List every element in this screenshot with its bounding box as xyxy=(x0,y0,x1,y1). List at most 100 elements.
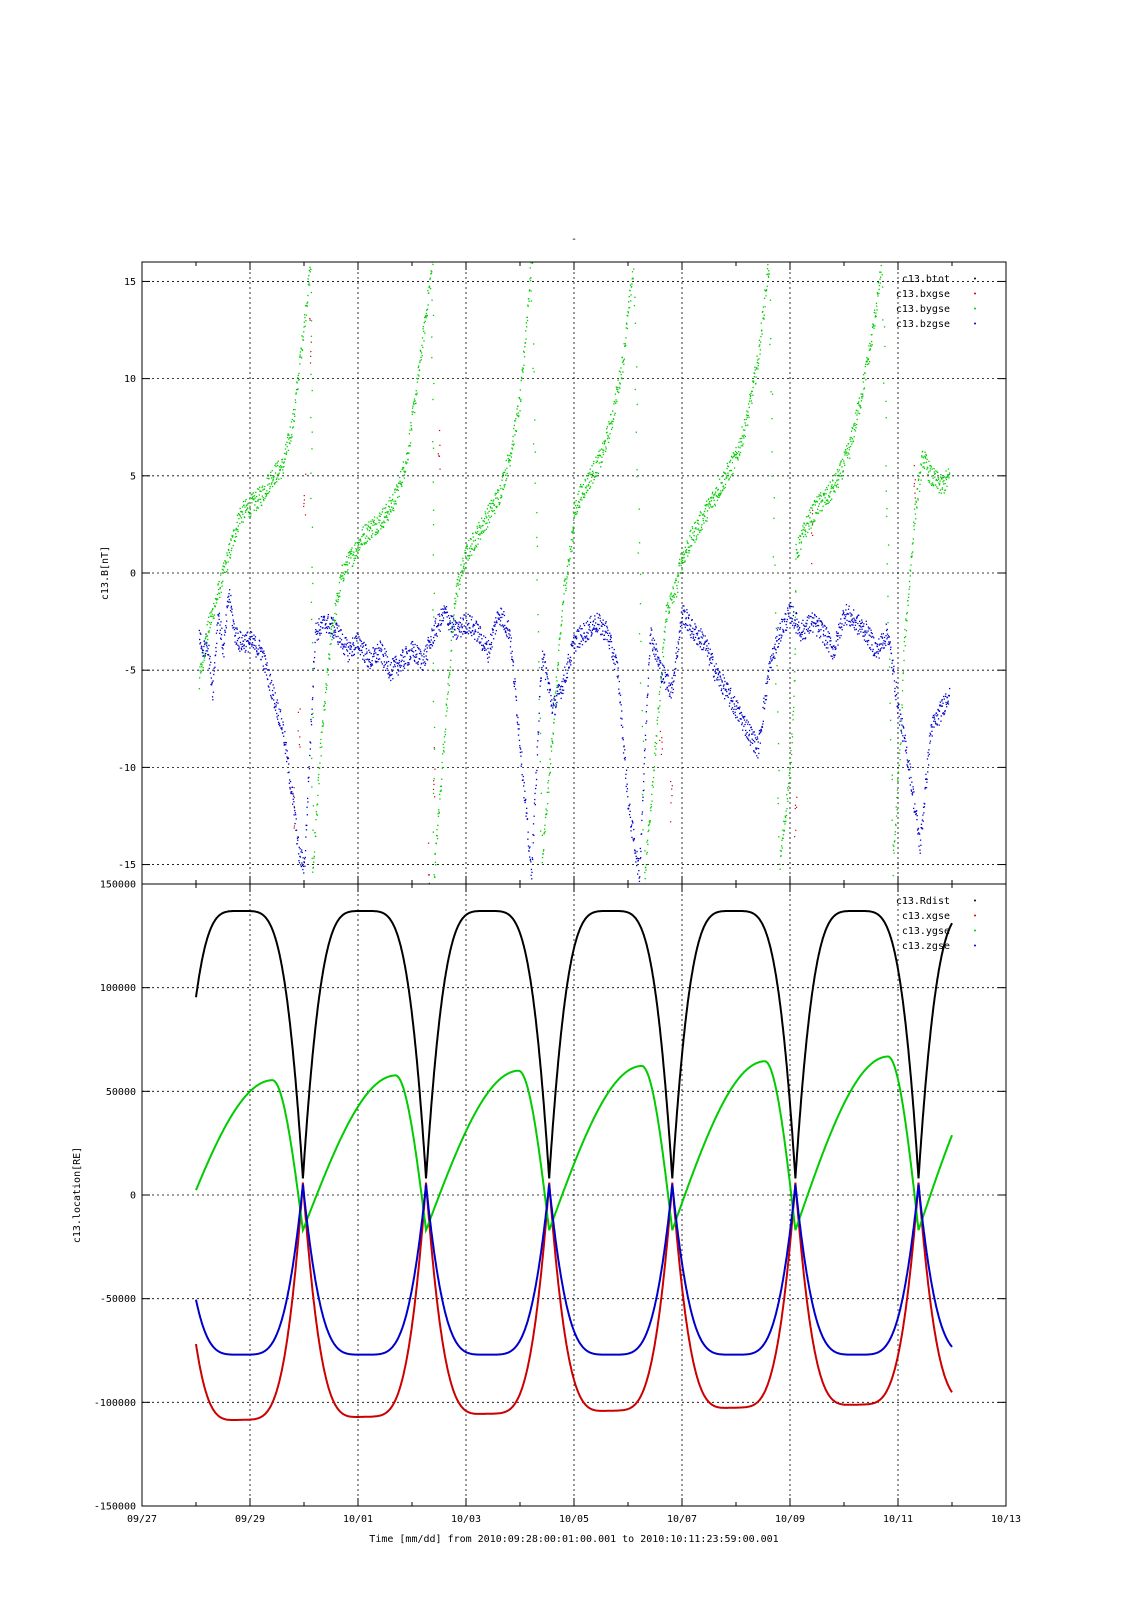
data-point xyxy=(398,659,401,662)
data-point xyxy=(938,484,941,486)
data-point xyxy=(201,652,203,654)
data-point xyxy=(845,452,848,454)
data-point xyxy=(771,393,774,395)
data-point xyxy=(811,620,813,623)
data-point xyxy=(774,643,776,645)
data-point xyxy=(337,601,339,603)
data-point xyxy=(583,496,586,498)
data-point xyxy=(917,497,919,500)
data-point xyxy=(213,670,215,672)
data-point xyxy=(476,527,479,529)
data-point xyxy=(512,440,514,442)
data-point xyxy=(592,470,594,472)
data-point xyxy=(887,636,889,639)
data-point xyxy=(539,732,542,735)
data-point xyxy=(412,654,414,657)
data-point xyxy=(848,448,851,451)
data-point xyxy=(898,752,901,754)
data-point xyxy=(768,670,770,672)
data-point xyxy=(504,469,506,471)
data-point xyxy=(328,632,330,634)
data-point xyxy=(790,622,792,624)
data-point xyxy=(205,652,207,655)
data-point xyxy=(689,624,691,626)
data-point xyxy=(833,474,836,476)
data-point xyxy=(440,789,442,791)
data-point xyxy=(250,636,252,638)
data-point xyxy=(410,425,412,427)
data-point xyxy=(769,661,771,663)
data-point xyxy=(432,263,434,266)
data-point xyxy=(278,722,281,725)
data-point xyxy=(230,538,232,540)
data-point xyxy=(288,771,290,773)
data-point xyxy=(209,664,211,666)
data-point xyxy=(852,620,854,622)
data-point xyxy=(620,704,622,706)
data-point xyxy=(825,647,827,649)
data-point xyxy=(557,686,559,688)
data-point xyxy=(379,515,381,517)
data-point xyxy=(765,295,767,297)
data-point xyxy=(740,711,743,714)
data-point xyxy=(620,367,622,369)
data-point xyxy=(297,839,299,841)
data-point xyxy=(665,674,668,676)
data-point xyxy=(415,649,417,652)
data-point xyxy=(464,631,467,633)
data-point xyxy=(341,643,343,646)
data-point xyxy=(211,610,213,612)
data-point xyxy=(730,699,732,702)
data-point xyxy=(882,250,883,251)
data-point xyxy=(883,326,886,328)
data-point xyxy=(255,491,257,493)
data-point xyxy=(502,474,504,476)
data-point xyxy=(454,603,457,605)
data-point xyxy=(448,629,450,631)
data-point xyxy=(620,717,622,719)
data-point xyxy=(439,444,441,446)
data-point xyxy=(717,676,719,679)
data-point xyxy=(282,469,284,471)
data-point xyxy=(385,503,387,506)
data-point xyxy=(525,815,527,817)
data-point xyxy=(883,640,885,642)
data-point xyxy=(889,641,891,643)
data-point xyxy=(707,503,709,506)
data-point xyxy=(776,664,778,667)
data-point xyxy=(366,535,368,537)
data-point xyxy=(414,656,416,658)
data-point xyxy=(385,507,387,509)
data-point xyxy=(729,476,731,478)
data-point xyxy=(713,665,716,667)
data-point xyxy=(455,634,457,636)
data-point xyxy=(268,686,270,688)
data-point xyxy=(648,820,650,822)
data-point xyxy=(899,758,901,761)
data-point xyxy=(513,685,515,688)
data-point xyxy=(738,453,740,455)
data-point xyxy=(948,475,950,477)
data-point xyxy=(632,822,634,824)
data-point xyxy=(237,525,239,527)
data-point xyxy=(597,454,599,457)
data-point xyxy=(912,542,914,544)
data-point xyxy=(478,627,480,630)
data-point xyxy=(313,661,315,663)
data-point xyxy=(283,461,285,463)
data-point xyxy=(781,619,784,621)
data-point xyxy=(588,638,590,640)
data-point xyxy=(794,836,796,838)
data-point xyxy=(572,529,574,531)
data-point xyxy=(725,683,728,685)
data-point xyxy=(454,597,456,600)
data-point xyxy=(616,388,618,390)
data-point xyxy=(809,511,812,514)
data-point xyxy=(277,474,280,476)
data-point xyxy=(676,656,678,658)
data-point xyxy=(454,623,457,625)
data-point xyxy=(717,488,719,491)
data-point xyxy=(613,414,616,416)
data-point xyxy=(445,715,447,717)
data-point xyxy=(725,475,728,477)
